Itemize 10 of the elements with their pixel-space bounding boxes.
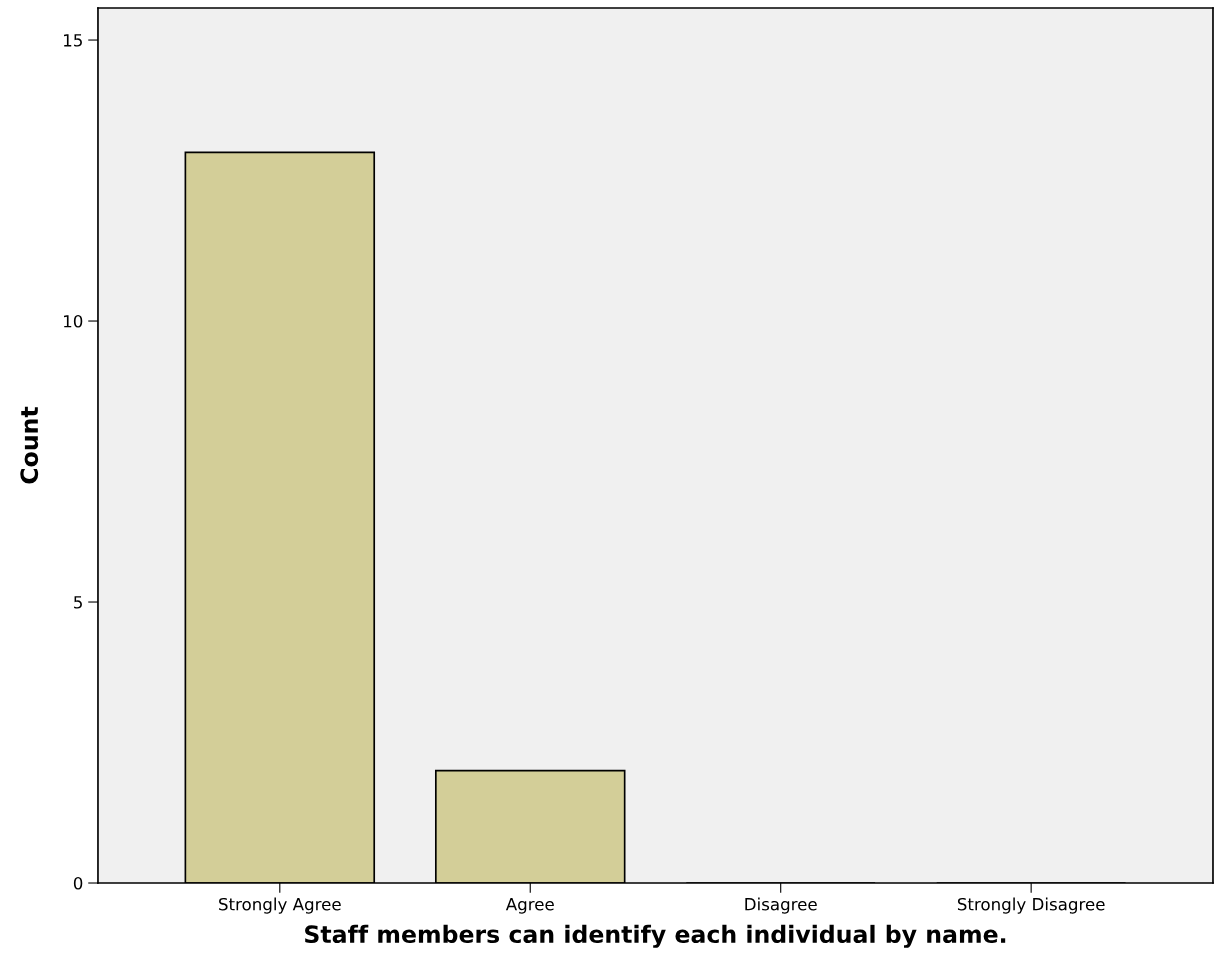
x-tick-label: Strongly Agree [219,897,341,914]
x-tick-label: Strongly Disagree [957,897,1105,914]
y-tick-label: 0 [73,876,83,890]
x-axis-title: Staff members can identify each individual by name. [305,924,1006,948]
y-tick-label: 10 [64,315,83,328]
y-axis-title: Count [20,406,39,484]
x-tick-label: Agree [505,898,554,914]
x-tick-label: Disagree [745,897,817,914]
y-tick-label: 5 [74,596,82,609]
y-tick-label: 15 [64,34,82,47]
